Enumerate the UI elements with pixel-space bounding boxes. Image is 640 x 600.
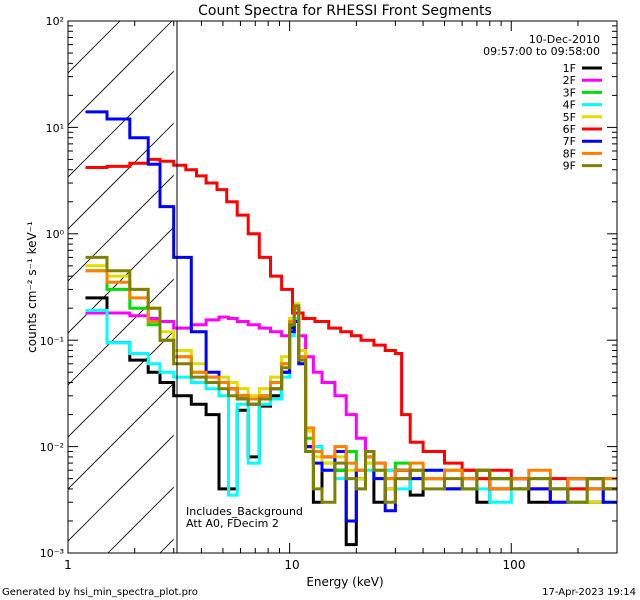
- legend-label-9F: 9F: [563, 160, 576, 173]
- y-tick-label-1e1: 10¹: [46, 122, 64, 135]
- y-tick-label-1e-2: 10⁻²: [40, 441, 64, 454]
- legend-label-7F: 7F: [563, 135, 576, 148]
- hatched-region: [68, 21, 174, 553]
- legend-label-8F: 8F: [563, 147, 576, 160]
- x-axis-label: Energy (keV): [306, 575, 383, 589]
- series-line-7F: [85, 110, 617, 523]
- x-tick-label-10: 10: [284, 558, 299, 572]
- x-tick-label-100: 100: [503, 558, 526, 572]
- series-line-6F: [85, 157, 617, 491]
- footer-timestamp: 17-Apr-2023 19:14: [542, 587, 636, 598]
- series-line-8F: [85, 269, 617, 491]
- y-axis-label: counts cm⁻² s⁻¹ keV⁻¹: [25, 221, 39, 353]
- legend-label-5F: 5F: [563, 111, 576, 124]
- hatch-lines: [68, 21, 174, 553]
- y-tick-label-1e-1: 10⁻¹: [40, 335, 64, 348]
- footer-generated-by: Generated by hsi_min_spectra_plot.pro: [2, 587, 198, 598]
- chart-title: Count Spectra for RHESSI Front Segments: [198, 3, 492, 19]
- y-tick-label-1e-3: 10⁻³: [40, 547, 64, 560]
- series-line-3F: [85, 269, 617, 504]
- legend-label-1F: 1F: [563, 62, 576, 75]
- plot-frame: [67, 20, 618, 554]
- series-line-2F: [85, 306, 617, 504]
- legend-label-4F: 4F: [563, 99, 576, 112]
- time-range-label: 09:57:00 to 09:58:00: [483, 45, 600, 58]
- date-label: 10-Dec-2010: [529, 33, 600, 46]
- annotation-attenuator: Att A0, FDecim 2: [186, 517, 279, 530]
- series-line-9F: [85, 255, 617, 504]
- y-tick-label-1e0: 10⁰: [46, 228, 65, 241]
- y-tick-label-1e2: 10²: [46, 15, 64, 28]
- legend-label-6F: 6F: [563, 123, 576, 136]
- legend-label-2F: 2F: [563, 74, 576, 87]
- annotation-background: Includes_Background: [186, 505, 303, 518]
- legend-label-3F: 3F: [563, 86, 576, 99]
- x-tick-label-1: 1: [64, 558, 72, 572]
